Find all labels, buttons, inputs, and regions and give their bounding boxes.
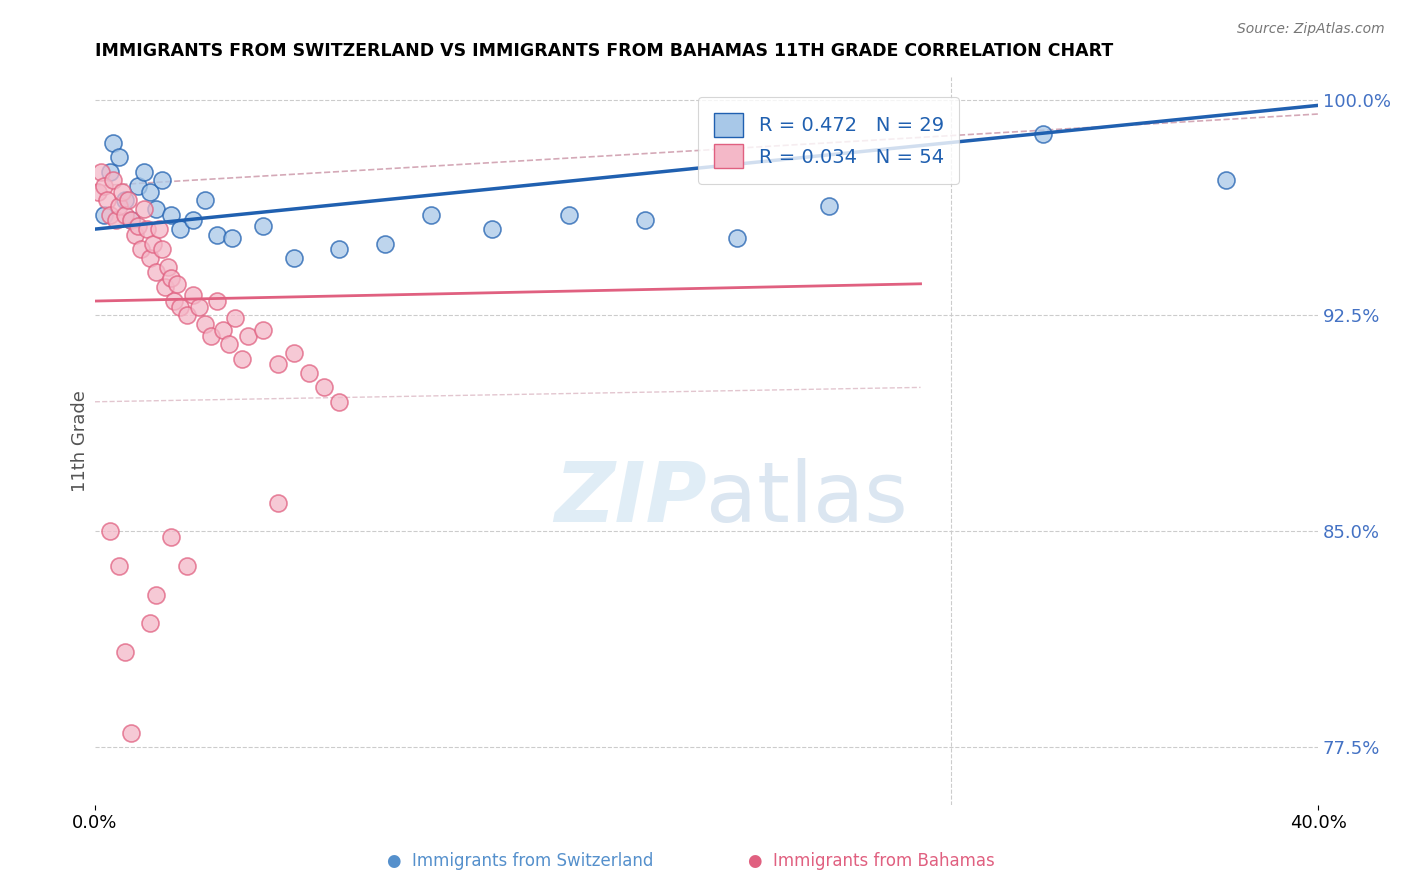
Point: [817, 199, 839, 213]
Point: [129, 242, 152, 256]
Point: [200, 328, 222, 343]
Point: [127, 219, 149, 234]
Point: [166, 277, 188, 291]
Point: [205, 227, 228, 242]
Point: [252, 219, 274, 234]
Point: [283, 251, 305, 265]
Point: [267, 495, 290, 509]
Point: [96, 194, 118, 208]
Point: [283, 346, 305, 360]
Point: [108, 558, 131, 573]
Point: [98, 208, 121, 222]
Point: [194, 194, 217, 208]
Point: [145, 588, 167, 602]
Point: [108, 150, 131, 164]
Point: [163, 294, 186, 309]
Point: [224, 311, 246, 326]
Point: [135, 222, 157, 236]
Point: [481, 222, 503, 236]
Point: [236, 328, 259, 343]
Point: [150, 242, 173, 256]
Point: [101, 173, 124, 187]
Point: [221, 231, 243, 245]
Point: [93, 208, 115, 222]
Point: [187, 300, 209, 314]
Point: [98, 524, 121, 539]
Text: IMMIGRANTS FROM SWITZERLAND VS IMMIGRANTS FROM BAHAMAS 11TH GRADE CORRELATION CH: IMMIGRANTS FROM SWITZERLAND VS IMMIGRANT…: [94, 42, 1114, 60]
Point: [160, 208, 183, 222]
Point: [108, 199, 131, 213]
Point: [121, 213, 143, 227]
Point: [111, 185, 134, 199]
Point: [314, 380, 336, 394]
Point: [139, 185, 162, 199]
Point: [157, 260, 180, 274]
Point: [160, 530, 183, 544]
Point: [212, 323, 235, 337]
Y-axis label: 11th Grade: 11th Grade: [72, 390, 89, 491]
Text: ●  Immigrants from Switzerland: ● Immigrants from Switzerland: [387, 852, 654, 870]
Point: [181, 288, 204, 302]
Point: [145, 202, 167, 216]
Point: [121, 725, 143, 739]
Point: [194, 317, 217, 331]
Text: Source: ZipAtlas.com: Source: ZipAtlas.com: [1237, 22, 1385, 37]
Point: [218, 337, 240, 351]
Point: [101, 136, 124, 150]
Point: [153, 279, 176, 293]
Text: atlas: atlas: [706, 458, 908, 540]
Point: [124, 227, 146, 242]
Point: [117, 194, 139, 208]
Point: [87, 185, 110, 199]
Point: [121, 213, 143, 227]
Point: [114, 645, 136, 659]
Point: [420, 208, 443, 222]
Point: [169, 222, 191, 236]
Point: [205, 294, 228, 309]
Point: [98, 164, 121, 178]
Point: [252, 323, 274, 337]
Point: [139, 251, 162, 265]
Point: [328, 242, 350, 256]
Point: [145, 265, 167, 279]
Text: ●  Immigrants from Bahamas: ● Immigrants from Bahamas: [748, 852, 995, 870]
Point: [127, 178, 149, 193]
Point: [114, 194, 136, 208]
Point: [150, 173, 173, 187]
Point: [725, 231, 748, 245]
Text: ZIP: ZIP: [554, 458, 706, 540]
Point: [160, 271, 183, 285]
Point: [176, 558, 198, 573]
Legend: R = 0.472   N = 29, R = 0.034   N = 54: R = 0.472 N = 29, R = 0.034 N = 54: [699, 97, 959, 184]
Point: [93, 178, 115, 193]
Point: [231, 351, 253, 366]
Point: [142, 236, 165, 251]
Point: [139, 616, 162, 631]
Point: [374, 236, 396, 251]
Point: [90, 164, 112, 178]
Point: [169, 300, 191, 314]
Point: [132, 202, 155, 216]
Point: [105, 213, 128, 227]
Point: [267, 357, 290, 371]
Point: [328, 394, 350, 409]
Point: [1032, 127, 1054, 141]
Point: [1215, 173, 1237, 187]
Point: [298, 366, 321, 380]
Point: [176, 309, 198, 323]
Point: [114, 208, 136, 222]
Point: [558, 208, 581, 222]
Point: [132, 164, 155, 178]
Point: [181, 213, 204, 227]
Point: [148, 222, 170, 236]
Point: [634, 213, 657, 227]
